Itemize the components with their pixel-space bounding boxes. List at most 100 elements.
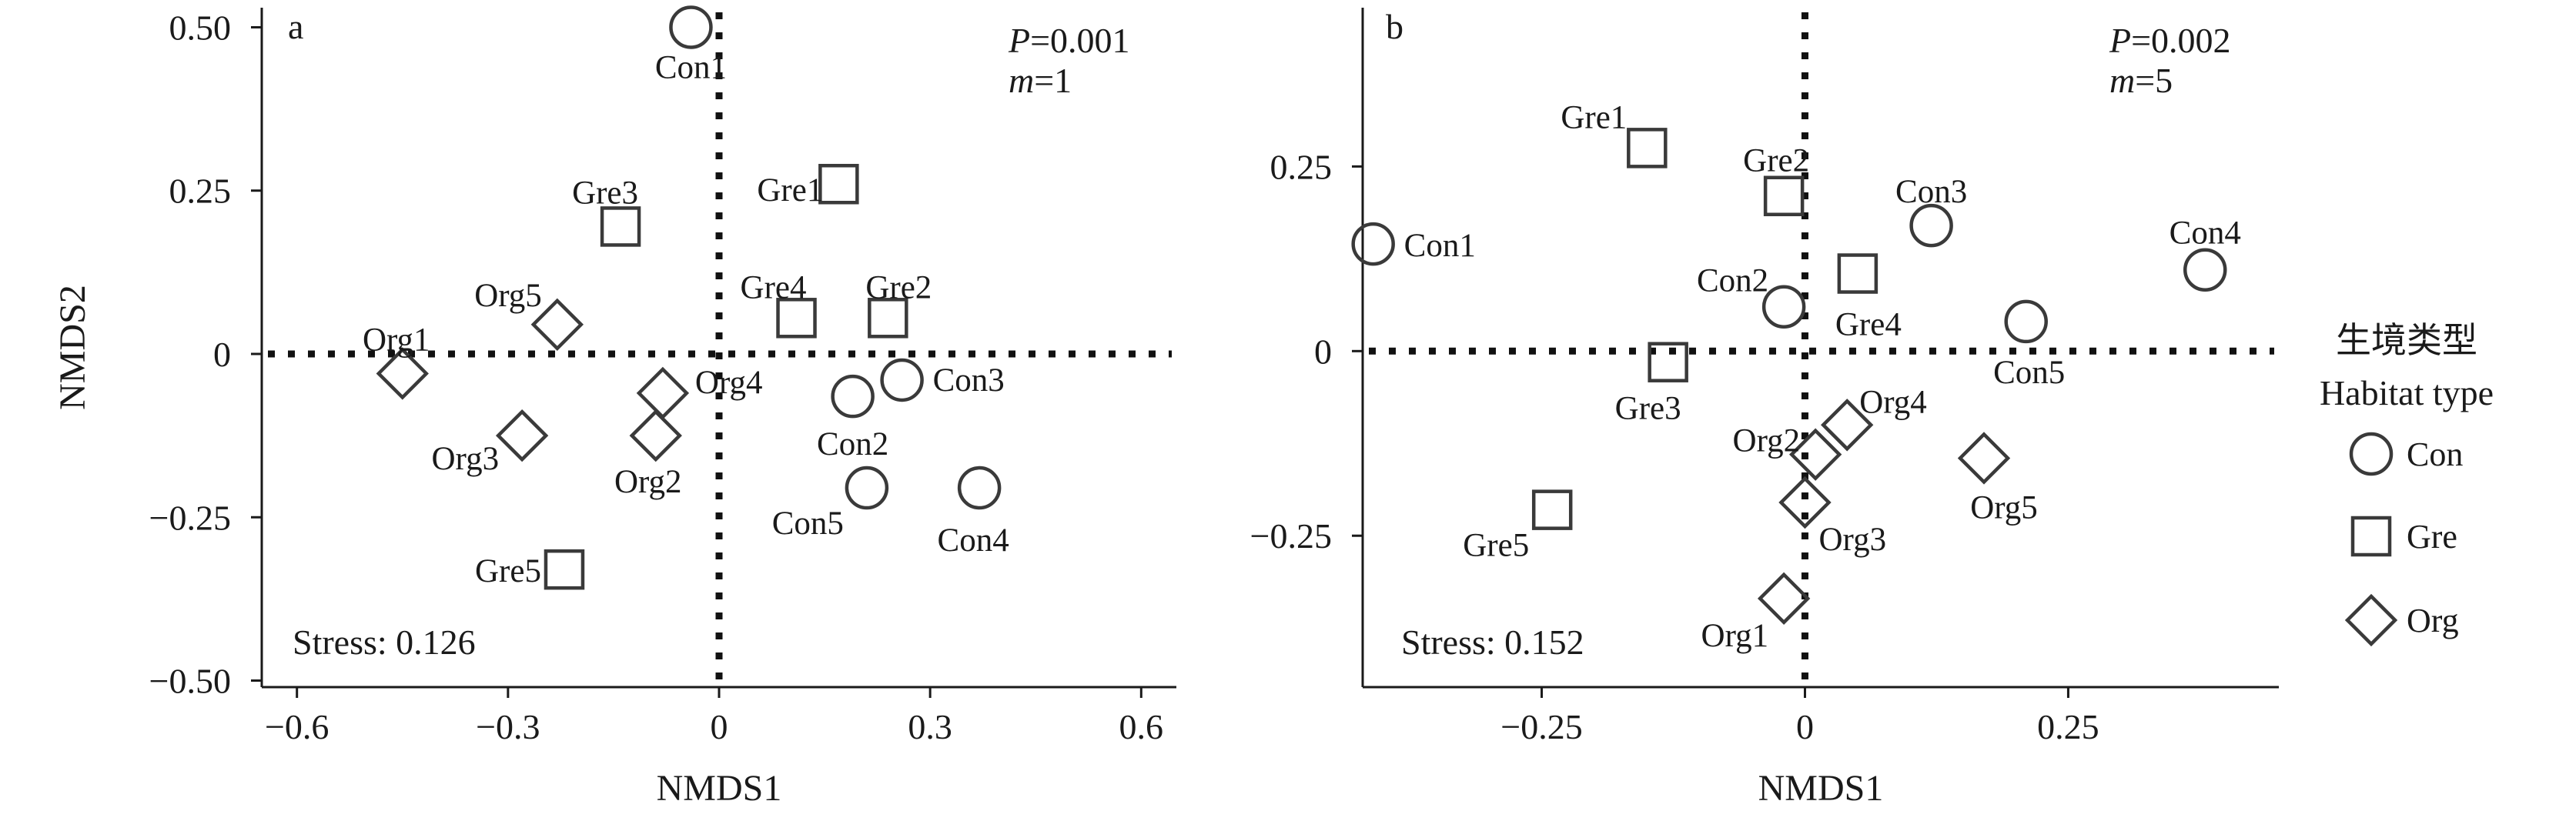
con-marker	[1761, 285, 1806, 329]
point-label: Org2	[1733, 423, 1801, 459]
con-marker	[669, 5, 713, 49]
point-label: Gre2	[865, 269, 932, 305]
data-point-con2: Con2	[1697, 263, 1806, 329]
point-label: Con4	[2170, 215, 2241, 252]
org-marker	[1821, 399, 1874, 452]
data-point-org5: Org5	[1957, 432, 2038, 526]
org-marker	[376, 347, 429, 400]
con-marker	[957, 466, 1002, 510]
y-tick-label: 0	[1314, 332, 1332, 371]
gre-marker	[544, 549, 585, 590]
y-tick-label: −0.25	[149, 498, 231, 537]
p-symbol: P	[2109, 21, 2131, 60]
con-marker	[831, 374, 875, 419]
point-label: Org1	[1701, 618, 1769, 654]
m-symbol: m	[2109, 61, 2135, 100]
con-marker	[2004, 299, 2048, 344]
con-marker	[1351, 222, 1395, 266]
data-point-gre4: Gre4	[741, 269, 817, 339]
data-point-gre3: Gre3	[1615, 342, 1688, 427]
m-value: =5	[2135, 61, 2173, 100]
point-label: Gre3	[1615, 391, 1681, 427]
point-label: Gre5	[1463, 528, 1529, 564]
data-point-org2: Org2	[614, 409, 682, 500]
data-point-org5: Org5	[474, 278, 584, 351]
legend-item-label: Gre	[2407, 518, 2457, 556]
data-point-gre1: Gre1	[757, 163, 859, 209]
data-point-org3: Org3	[1778, 476, 1886, 558]
x-tick-label: 0	[711, 707, 728, 746]
data-point-org4: Org4	[636, 365, 763, 420]
data-point-gre5: Gre5	[475, 549, 585, 590]
point-label: Org1	[363, 322, 430, 358]
y-tick-label: 0.25	[169, 172, 232, 211]
data-point-org2: Org2	[1733, 423, 1842, 481]
x-tick-label: −0.6	[265, 707, 329, 746]
point-label: Con1	[655, 49, 727, 85]
gre-marker	[1648, 342, 1688, 382]
org-marker	[1957, 432, 2011, 485]
data-point-con5: Con5	[1993, 299, 2065, 391]
point-label: Con1	[1404, 228, 1476, 264]
legend-circle-icon	[2349, 432, 2394, 476]
data-point-org4: Org4	[1821, 384, 1927, 452]
panel-letter: a	[288, 7, 303, 46]
legend-diamond-icon	[2344, 593, 2398, 647]
panel-a: −0.6 −0.3 0 0.3 0.6 −0.50 −0.25 0 0.25 0.50 NMDS1 N…	[52, 5, 1176, 809]
con-marker	[2183, 248, 2227, 292]
y-tick-label: −0.50	[149, 662, 231, 701]
p-value-text: P=0.002	[2109, 21, 2231, 60]
data-point-con4: Con4	[938, 466, 1009, 559]
data-point-gre5: Gre5	[1463, 489, 1573, 564]
point-label: Gre4	[741, 269, 807, 305]
point-label: Con2	[817, 426, 888, 462]
gre-marker	[868, 298, 908, 339]
legend-item-label: Con	[2407, 436, 2463, 473]
legend-item-org: Org	[2344, 593, 2459, 647]
legend-item-con: Con	[2349, 432, 2463, 476]
point-label: Con2	[1697, 263, 1768, 299]
org-marker	[495, 409, 549, 462]
point-label: Org5	[1970, 489, 2038, 526]
y-axis-title: NMDS2	[52, 285, 93, 410]
point-label: Gre4	[1835, 307, 1902, 343]
point-label: Org2	[614, 464, 682, 500]
y-tick-label: 0	[213, 335, 231, 374]
point-label: Gre2	[1743, 143, 1809, 179]
org-marker	[629, 409, 682, 462]
data-point-con5: Con5	[772, 466, 889, 542]
point-label: Org5	[474, 278, 542, 314]
point-label: Gre3	[572, 175, 638, 211]
legend-title-en: Habitat type	[2320, 373, 2494, 412]
data-point-gre2: Gre2	[1743, 143, 1809, 216]
point-label: Con3	[933, 362, 1005, 399]
gre-marker	[776, 298, 817, 339]
point-label: Org3	[432, 441, 500, 477]
m-value-text: m=1	[1009, 61, 1072, 100]
x-axis-title: NMDS1	[1758, 768, 1884, 809]
data-point-con1: Con1	[655, 5, 727, 85]
y-tick-label: −0.25	[1250, 516, 1332, 556]
legend-item-gre: Gre	[2350, 516, 2457, 557]
org-marker	[1778, 476, 1832, 529]
gre-marker	[1837, 253, 1878, 294]
x-tick-label: 0	[1796, 707, 1814, 746]
data-point-con3: Con3	[880, 358, 1005, 402]
data-point-gre3: Gre3	[572, 175, 641, 247]
con-marker	[845, 466, 889, 510]
gre-marker	[1763, 175, 1805, 216]
data-point-gre1: Gre1	[1561, 99, 1668, 169]
panel-letter: b	[1386, 7, 1403, 46]
stress-text: Stress: 0.126	[293, 622, 476, 662]
data-point-org3: Org3	[432, 409, 549, 477]
point-label: Gre1	[757, 172, 823, 209]
org-marker	[1788, 428, 1842, 481]
legend-square-icon	[2350, 516, 2392, 557]
con-marker	[1909, 203, 1953, 248]
point-label: Con5	[1993, 355, 2065, 391]
p-value-text: P=0.001	[1008, 21, 1130, 60]
m-value: =1	[1034, 61, 1072, 100]
point-label: Org4	[1859, 384, 1927, 420]
